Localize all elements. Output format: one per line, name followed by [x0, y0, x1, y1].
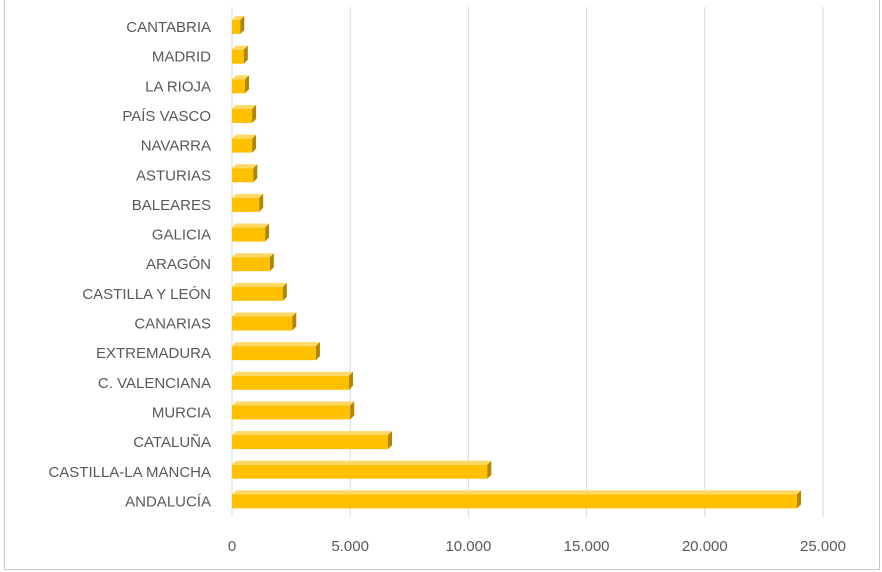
- bar-side-face: [259, 193, 264, 212]
- bar-front-face: [232, 375, 350, 390]
- bar: [232, 342, 320, 361]
- bar-front-face: [232, 138, 253, 153]
- bar-front-face: [232, 435, 389, 450]
- bar-side-face: [252, 104, 257, 123]
- bar: [232, 45, 248, 64]
- bar-front-face: [232, 168, 254, 183]
- bar: [232, 460, 492, 479]
- category-label: CATALUÑA: [133, 434, 211, 451]
- bar-front-face: [232, 405, 351, 420]
- bar: [232, 164, 258, 183]
- bar-side-face: [252, 134, 257, 153]
- bar-top-face: [232, 490, 801, 495]
- bar: [232, 134, 257, 153]
- bar-chart: ANDALUCÍA CASTILLA-LA MANCHA CATALUÑA MURCI…: [48, 7, 846, 555]
- bar: [232, 371, 354, 390]
- category-label: GALICIA: [152, 227, 211, 244]
- gridlines: [231, 7, 824, 517]
- category-label: ARAGÓN: [146, 256, 211, 273]
- bar: [232, 16, 245, 34]
- bar-top-face: [232, 164, 258, 169]
- category-label: CANTABRIA: [126, 19, 211, 36]
- bar: [232, 282, 287, 301]
- bar-side-face: [265, 223, 270, 242]
- chart-frame: ANDALUCÍA CASTILLA-LA MANCHA CATALUÑA MURCI…: [4, 0, 880, 570]
- bar: [232, 253, 274, 272]
- bar-front-face: [232, 20, 241, 34]
- bar-top-face: [232, 312, 297, 317]
- bar: [232, 401, 355, 420]
- category-label: PAÍS VASCO: [122, 108, 211, 125]
- category-label: EXTREMADURA: [96, 345, 211, 362]
- bar: [232, 193, 264, 212]
- bar-front-face: [232, 257, 270, 272]
- x-tick-label: 20.000: [682, 538, 728, 555]
- bar-side-face: [350, 401, 355, 420]
- bar-front-face: [232, 316, 293, 331]
- bar-front-face: [232, 494, 797, 509]
- category-label: C. VALENCIANA: [98, 375, 211, 392]
- x-axis-tick-labels: 0 5.000 10.000 15.000 20.000 25.000: [228, 538, 846, 555]
- category-label: ASTURIAS: [136, 167, 211, 184]
- category-label: CASTILLA Y LEÓN: [82, 286, 211, 303]
- bar-side-face: [315, 342, 320, 361]
- bar: [232, 104, 257, 123]
- category-label: CANARIAS: [134, 316, 211, 333]
- bar-side-face: [240, 16, 245, 34]
- x-tick-label: 0: [228, 538, 236, 555]
- bars: [232, 16, 801, 509]
- bar-top-face: [232, 342, 320, 347]
- bar-top-face: [232, 75, 250, 80]
- bar-front-face: [232, 286, 283, 301]
- bar-side-face: [253, 164, 258, 183]
- bar-top-face: [232, 401, 355, 406]
- bar-top-face: [232, 193, 264, 198]
- bar: [232, 312, 297, 331]
- category-labels: ANDALUCÍA CASTILLA-LA MANCHA CATALUÑA MURCI…: [48, 19, 211, 510]
- bar-side-face: [245, 75, 250, 94]
- bar-top-face: [232, 104, 257, 109]
- bar: [232, 490, 801, 509]
- category-label: LA RIOJA: [145, 78, 211, 95]
- bar-side-face: [796, 490, 801, 509]
- bar-top-face: [232, 134, 257, 139]
- bar-top-face: [232, 460, 492, 465]
- bar-front-face: [232, 346, 316, 361]
- bar-top-face: [232, 45, 248, 50]
- bar-front-face: [232, 49, 244, 64]
- bar-side-face: [292, 312, 297, 331]
- bar-side-face: [349, 371, 354, 390]
- bar-top-face: [232, 253, 274, 258]
- bar: [232, 75, 250, 94]
- x-tick-label: 10.000: [445, 538, 491, 555]
- bar-front-face: [232, 464, 488, 479]
- x-tick-label: 25.000: [800, 538, 846, 555]
- x-tick-label: 5.000: [331, 538, 369, 555]
- bar-side-face: [269, 253, 274, 272]
- category-label: ANDALUCÍA: [125, 493, 211, 510]
- bar-front-face: [232, 79, 246, 94]
- bar-side-face: [282, 282, 287, 301]
- bar-front-face: [232, 197, 260, 212]
- bar: [232, 431, 393, 450]
- bar: [232, 223, 270, 242]
- x-tick-label: 15.000: [564, 538, 610, 555]
- bar-side-face: [243, 45, 248, 64]
- category-label: NAVARRA: [141, 138, 211, 155]
- category-label: BALEARES: [132, 197, 211, 214]
- category-label: CASTILLA-LA MANCHA: [48, 464, 211, 481]
- bar-side-face: [388, 431, 393, 450]
- category-label: MURCIA: [152, 404, 211, 421]
- bar-front-face: [232, 227, 266, 242]
- bar-top-face: [232, 431, 393, 436]
- bar-top-face: [232, 282, 287, 287]
- bar-top-face: [232, 371, 354, 376]
- bar-top-face: [232, 16, 245, 20]
- bar-front-face: [232, 108, 253, 123]
- category-label: MADRID: [152, 49, 211, 66]
- bar-side-face: [487, 460, 492, 479]
- bar-top-face: [232, 223, 270, 228]
